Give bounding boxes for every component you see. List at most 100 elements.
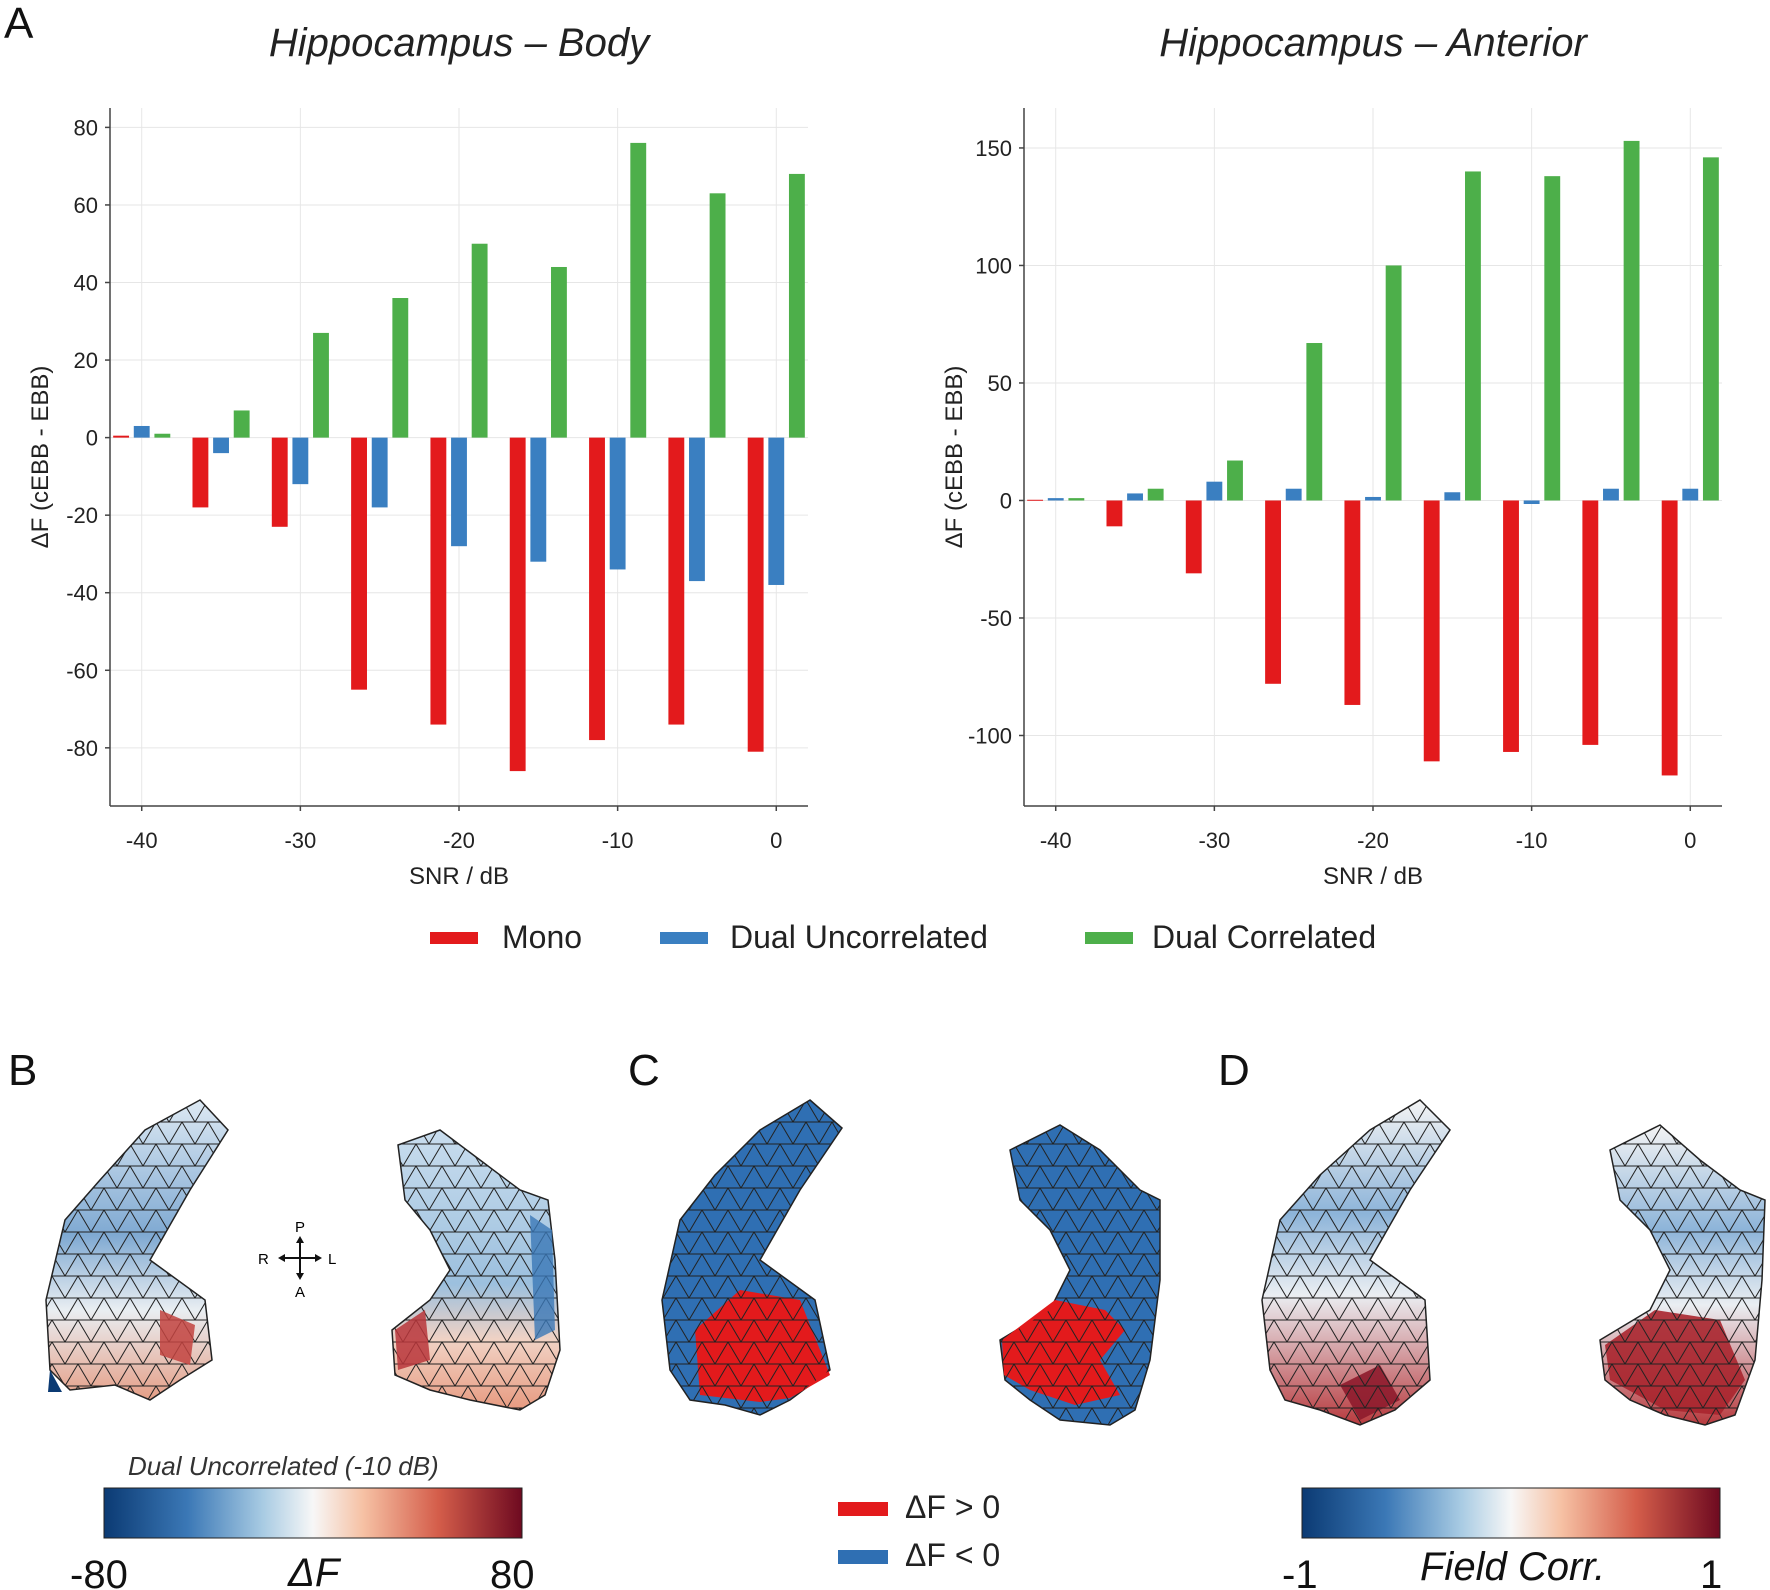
body-chart-bar-dual-uncorrelated [292,437,309,485]
body-chart-bar-dual-correlated [154,433,171,438]
anterior-chart-bar-mono [1027,499,1044,501]
anterior-chart-bar-dual-uncorrelated [1365,496,1381,501]
body-chart-y-tick-label: -40 [66,581,98,606]
legend-c-swatch-positive [838,1502,888,1516]
body-chart-bar-dual-correlated [709,193,726,438]
body-chart-title: Hippocampus – Body [269,21,652,65]
body-chart-bar-dual-uncorrelated [451,437,467,547]
body-chart-bar-dual-correlated [471,243,488,438]
orientation-left: R [258,1251,269,1268]
legend-label-mono: Mono [502,919,582,955]
body-chart-x-tick-label: 0 [770,828,782,853]
colorbar-b-variable: ΔF [287,1551,342,1590]
orientation-compass: P A R L [258,1219,336,1301]
anterior-chart-bar-dual-correlated [1623,140,1640,501]
body-chart-x-tick-label: -30 [284,828,316,853]
colorbar-b-max: 80 [490,1553,535,1590]
anterior-chart-x-tick-label: -20 [1357,828,1389,853]
colorbar-b-title: Dual Uncorrelated (-10 dB) [128,1451,439,1481]
colorbar-b-min: -80 [70,1553,128,1590]
body-chart-x-tick-label: -40 [126,828,158,853]
anterior-chart-bar-dual-uncorrelated [1047,498,1064,501]
panel-letter-c: C [628,1046,660,1095]
body-chart-bar-dual-uncorrelated [609,437,626,570]
anterior-chart-bar-dual-uncorrelated [1127,493,1143,501]
anterior-chart-bar-mono [1582,500,1599,745]
anterior-chart-y-tick-label: 150 [975,136,1012,161]
anterior-chart-y-tick-label: -50 [980,606,1012,631]
body-chart-bar-dual-uncorrelated [530,437,547,562]
mesh-d-right-hemisphere [1261,1099,1451,1426]
mesh-b-right-hemisphere [45,1099,229,1401]
panel-letter-d: D [1218,1046,1250,1095]
anterior-chart-y-tick-label: 50 [988,371,1012,396]
anterior-chart-bar-mono [1344,500,1361,705]
body-chart-bar-mono [430,437,447,725]
body-chart-bar-mono [113,435,130,438]
colorbar-d-variable: Field Corr. [1420,1545,1605,1589]
colorbar-d-max: 1 [1700,1553,1722,1590]
chart-hippocampus-body: Hippocampus – Body -80 -60 -40 -20 0 20 40 60 80 -… [27,21,808,890]
body-chart-bar-dual-correlated [313,332,329,438]
legend-swatch-dual-uncorrelated [660,932,708,944]
anterior-chart-bar-dual-uncorrelated [1603,488,1619,501]
anterior-chart-bar-mono [1265,500,1281,684]
orientation-down: A [295,1284,305,1301]
anterior-chart-bar-dual-correlated [1306,343,1323,501]
anterior-chart-x-tick-label: -40 [1040,828,1072,853]
body-chart-bar-mono [668,437,685,725]
anterior-chart-x-tick-label: -10 [1516,828,1548,853]
body-chart-bar-dual-uncorrelated [371,437,388,508]
body-chart-y-tick-label: -60 [66,658,98,683]
anterior-chart-bar-dual-correlated [1147,488,1164,501]
body-chart-x-tick-label: -20 [443,828,475,853]
body-chart-y-tick-label: -20 [66,503,98,528]
body-chart-x-axis-label: SNR / dB [409,863,509,890]
body-chart-y-tick-label: 80 [74,115,98,140]
legend-c-label-negative: ΔF < 0 [905,1537,1000,1573]
anterior-chart-bar-dual-correlated [1227,460,1243,501]
mesh-b-left-hemisphere [391,1129,561,1411]
anterior-chart-bar-dual-uncorrelated [1206,481,1223,501]
body-chart-bar-dual-correlated [233,410,250,438]
orientation-up: P [295,1219,305,1236]
anterior-chart-bar-mono [1503,500,1519,752]
body-chart-bar-mono [589,437,605,741]
anterior-chart-bar-dual-correlated [1544,176,1561,501]
anterior-chart-bar-mono [1185,500,1202,574]
body-chart-y-axis-label: ΔF (cEBB - EBB) [27,366,54,549]
body-chart-bar-mono [509,437,526,772]
legend-label-dual-uncorrelated: Dual Uncorrelated [730,919,988,955]
chart-hippocampus-anterior: Hippocampus – Anterior-100-50050100150-4… [941,21,1722,890]
body-chart-bar-mono [192,437,209,508]
body-chart-y-tick-label: 60 [74,193,98,218]
chart-legend: Mono Dual Uncorrelated Dual Correlated [430,919,1376,955]
colorbar-b: Dual Uncorrelated (-10 dB) -80 ΔF 80 [70,1451,535,1590]
body-chart-bar-dual-correlated [551,266,567,438]
mesh-d-left-hemisphere [1599,1124,1766,1426]
body-chart-bar-dual-correlated [392,298,409,438]
body-chart-y-tick-label: 0 [86,426,98,451]
anterior-chart-bar-dual-correlated [1465,171,1481,501]
body-chart-bar-dual-uncorrelated [689,437,705,582]
anterior-chart-y-tick-label: -100 [968,723,1012,748]
body-chart-bar-dual-correlated [630,142,647,438]
legend-c: ΔF > 0 ΔF < 0 [838,1489,1000,1573]
body-chart-bar-dual-uncorrelated [768,437,785,585]
legend-label-dual-correlated: Dual Correlated [1152,919,1376,955]
anterior-chart-bar-dual-correlated [1702,157,1719,501]
body-chart-y-tick-label: 40 [74,271,98,296]
anterior-chart-bar-mono [1423,500,1440,762]
mesh-c-right-hemisphere [661,1099,843,1416]
legend-swatch-mono [430,932,478,944]
anterior-chart-bar-dual-uncorrelated [1285,488,1302,501]
mesh-c-left-hemisphere [999,1124,1161,1426]
anterior-chart-bar-dual-correlated [1385,265,1402,501]
anterior-chart-y-tick-label: 0 [1000,488,1012,513]
anterior-chart-y-tick-label: 100 [975,253,1012,278]
anterior-chart-bar-dual-uncorrelated [1682,488,1699,501]
anterior-chart-y-axis-label: ΔF (cEBB - EBB) [941,366,968,549]
colorbar-d-min: -1 [1282,1553,1318,1590]
body-chart-bar-mono [351,437,367,690]
anterior-chart-x-tick-label: 0 [1684,828,1696,853]
